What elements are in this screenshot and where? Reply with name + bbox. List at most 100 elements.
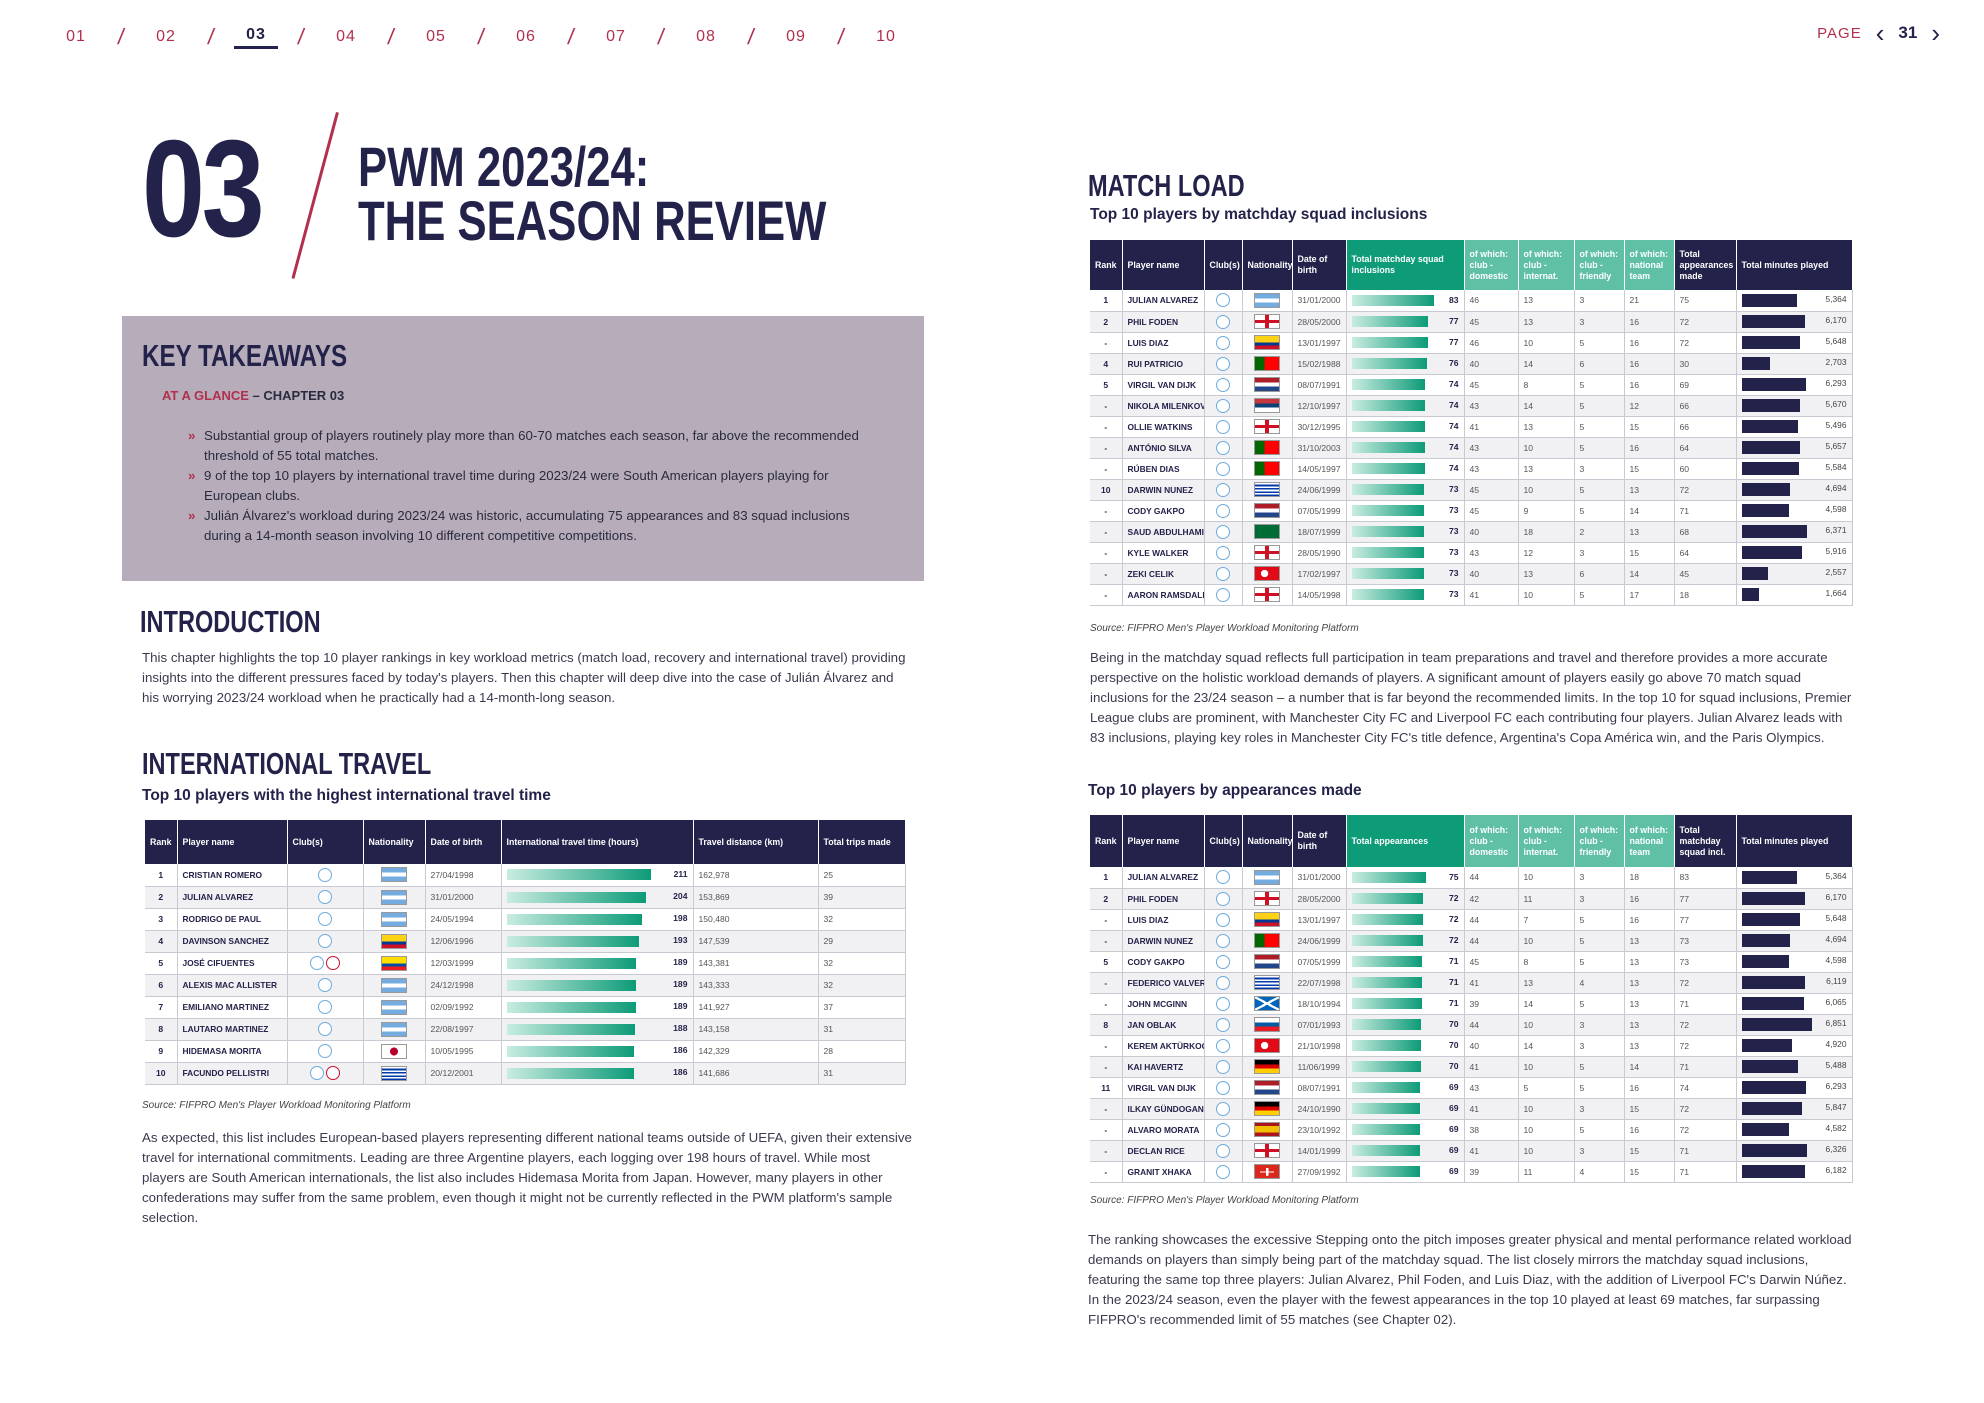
flag-icon-arg: [381, 999, 407, 1015]
travel-col-header: Club(s): [287, 820, 364, 864]
total-bar: [1351, 484, 1424, 496]
minutes-bar: [1741, 525, 1807, 538]
player-name-cell: DAVINSON SANCHEZ: [177, 930, 288, 953]
nationality-cell: [1242, 353, 1293, 375]
player-name-cell: VIRGIL VAN DIJK: [1122, 374, 1205, 396]
flag-icon-ger: [1254, 1101, 1280, 1116]
clubs-cell: [1204, 395, 1243, 417]
nationality-cell: [1242, 1119, 1293, 1141]
minutes-cell: 6,371: [1736, 521, 1853, 543]
dob-cell: 30/12/1995: [1292, 416, 1347, 438]
player-name-cell: ILKAY GÜNDOGAN: [1122, 1098, 1205, 1120]
int-cell: 12: [1518, 542, 1575, 564]
travel-header-row: Rank Player name Club(s) Nationality Date of…: [145, 820, 906, 864]
rank-cell: 5: [1090, 951, 1123, 973]
nat-cell: 16: [1624, 909, 1675, 931]
chapter-link-04[interactable]: 04: [336, 28, 356, 45]
player-name-cell: KEREM AKTÜRKOGLU: [1122, 1035, 1205, 1057]
match_load-col-header: Date of birth: [1292, 240, 1347, 290]
nationality-cell: [1242, 479, 1293, 501]
minutes-bar: [1741, 1102, 1802, 1115]
total-cell: 70: [1346, 1035, 1465, 1057]
chapter-link-06[interactable]: 06: [516, 28, 536, 45]
table-row: 1 CRISTIAN ROMERO 27/04/1998 211 162,978 25: [145, 864, 906, 887]
clubs-cell: [287, 886, 364, 909]
fr-cell: 6: [1574, 353, 1625, 375]
dom-cell: 43: [1464, 1077, 1519, 1099]
dob-cell: 24/12/1998: [425, 974, 502, 997]
club-badges: [1215, 1017, 1231, 1032]
club-badges: [1215, 314, 1231, 329]
club-badges: [317, 890, 333, 904]
prev-page-icon[interactable]: ‹: [1875, 18, 1885, 48]
clubs-cell: [287, 1040, 364, 1063]
minutes-cell: 5,648: [1736, 332, 1853, 354]
minutes-bar: [1741, 1039, 1792, 1052]
flag-icon-ned: [1254, 377, 1280, 392]
travel-hours-bar: [506, 1023, 635, 1035]
total-cell: 77: [1346, 332, 1465, 354]
minutes-value: 4,920: [1825, 1039, 1847, 1049]
club-badge-icon: [1216, 482, 1230, 497]
chapter-link-05[interactable]: 05: [426, 28, 446, 45]
rank-cell: -: [1090, 500, 1123, 522]
nationality-cell: [1242, 416, 1293, 438]
dob-cell: 08/07/1991: [1292, 374, 1347, 396]
int-cell: 10: [1518, 1098, 1575, 1120]
app-cell: 72: [1674, 479, 1737, 501]
club-badge-icon: [1216, 954, 1230, 969]
chapter-link-03[interactable]: 03: [234, 26, 278, 49]
club-badge-icon: [1216, 996, 1230, 1011]
appearances-col-header: Club(s): [1204, 815, 1243, 867]
club-badges: [1215, 545, 1231, 560]
rank-cell: -: [1090, 1035, 1123, 1057]
sq-cell: 72: [1674, 972, 1737, 994]
travel-hours-bar: [506, 1045, 634, 1057]
clubs-cell: [1204, 1077, 1243, 1099]
appearances-col-header: Nationality: [1242, 815, 1293, 867]
flag-icon-sco: [1254, 996, 1280, 1011]
nationality-cell: [363, 1062, 426, 1085]
club-badges: [309, 1066, 341, 1080]
total-cell: 71: [1346, 993, 1465, 1015]
chapter-nav: 01 / 02 / 03 / 04 / 05 / 06 / 07 / 08 / 09 / 10: [54, 22, 908, 52]
dob-cell: 14/01/1999: [1292, 1140, 1347, 1162]
club-badge-icon: [318, 912, 332, 926]
club-badge-icon: [310, 956, 324, 970]
total-value: 70: [1448, 1018, 1459, 1029]
club-badges: [1215, 1059, 1231, 1074]
clubs-cell: [1204, 290, 1243, 312]
chapter-link-10[interactable]: 10: [876, 28, 896, 45]
chapter-link-01[interactable]: 01: [66, 28, 86, 45]
sq-cell: 72: [1674, 1014, 1737, 1036]
total-cell: 76: [1346, 353, 1465, 375]
player-name-cell: RUI PATRICIO: [1122, 353, 1205, 375]
chapter-link-09[interactable]: 09: [786, 28, 806, 45]
dom-cell: 46: [1464, 332, 1519, 354]
minutes-value: 4,582: [1825, 1123, 1847, 1133]
chapter-link-07[interactable]: 07: [606, 28, 626, 45]
int-cell: 13: [1518, 290, 1575, 312]
app-cell: 18: [1674, 584, 1737, 606]
club-badges: [1215, 377, 1231, 392]
flag-icon-arg: [1254, 869, 1280, 885]
minutes-value: 6,182: [1825, 1165, 1847, 1175]
flag-icon-jpn: [381, 1043, 407, 1059]
nat-cell: 16: [1624, 1119, 1675, 1141]
next-page-icon[interactable]: ›: [1931, 18, 1940, 48]
nationality-cell: [363, 996, 426, 1019]
travel-hours-cell: 193: [501, 930, 694, 953]
rank-cell: 1: [145, 864, 178, 887]
nat-cell: 13: [1624, 993, 1675, 1015]
chapter-link-08[interactable]: 08: [696, 28, 716, 45]
player-name-cell: OLLIE WATKINS: [1122, 416, 1205, 438]
intro-text: This chapter highlights the top 10 playe…: [142, 650, 906, 705]
travel-km-cell: 142,329: [693, 1040, 819, 1063]
chapter-link-02[interactable]: 02: [156, 28, 176, 45]
total-value: 77: [1448, 336, 1459, 347]
bullet-icon: »: [188, 468, 196, 483]
total-cell: 70: [1346, 1056, 1465, 1078]
flag-icon-ned: [1254, 954, 1280, 969]
nationality-cell: [1242, 1161, 1293, 1183]
total-value: 73: [1448, 525, 1459, 536]
